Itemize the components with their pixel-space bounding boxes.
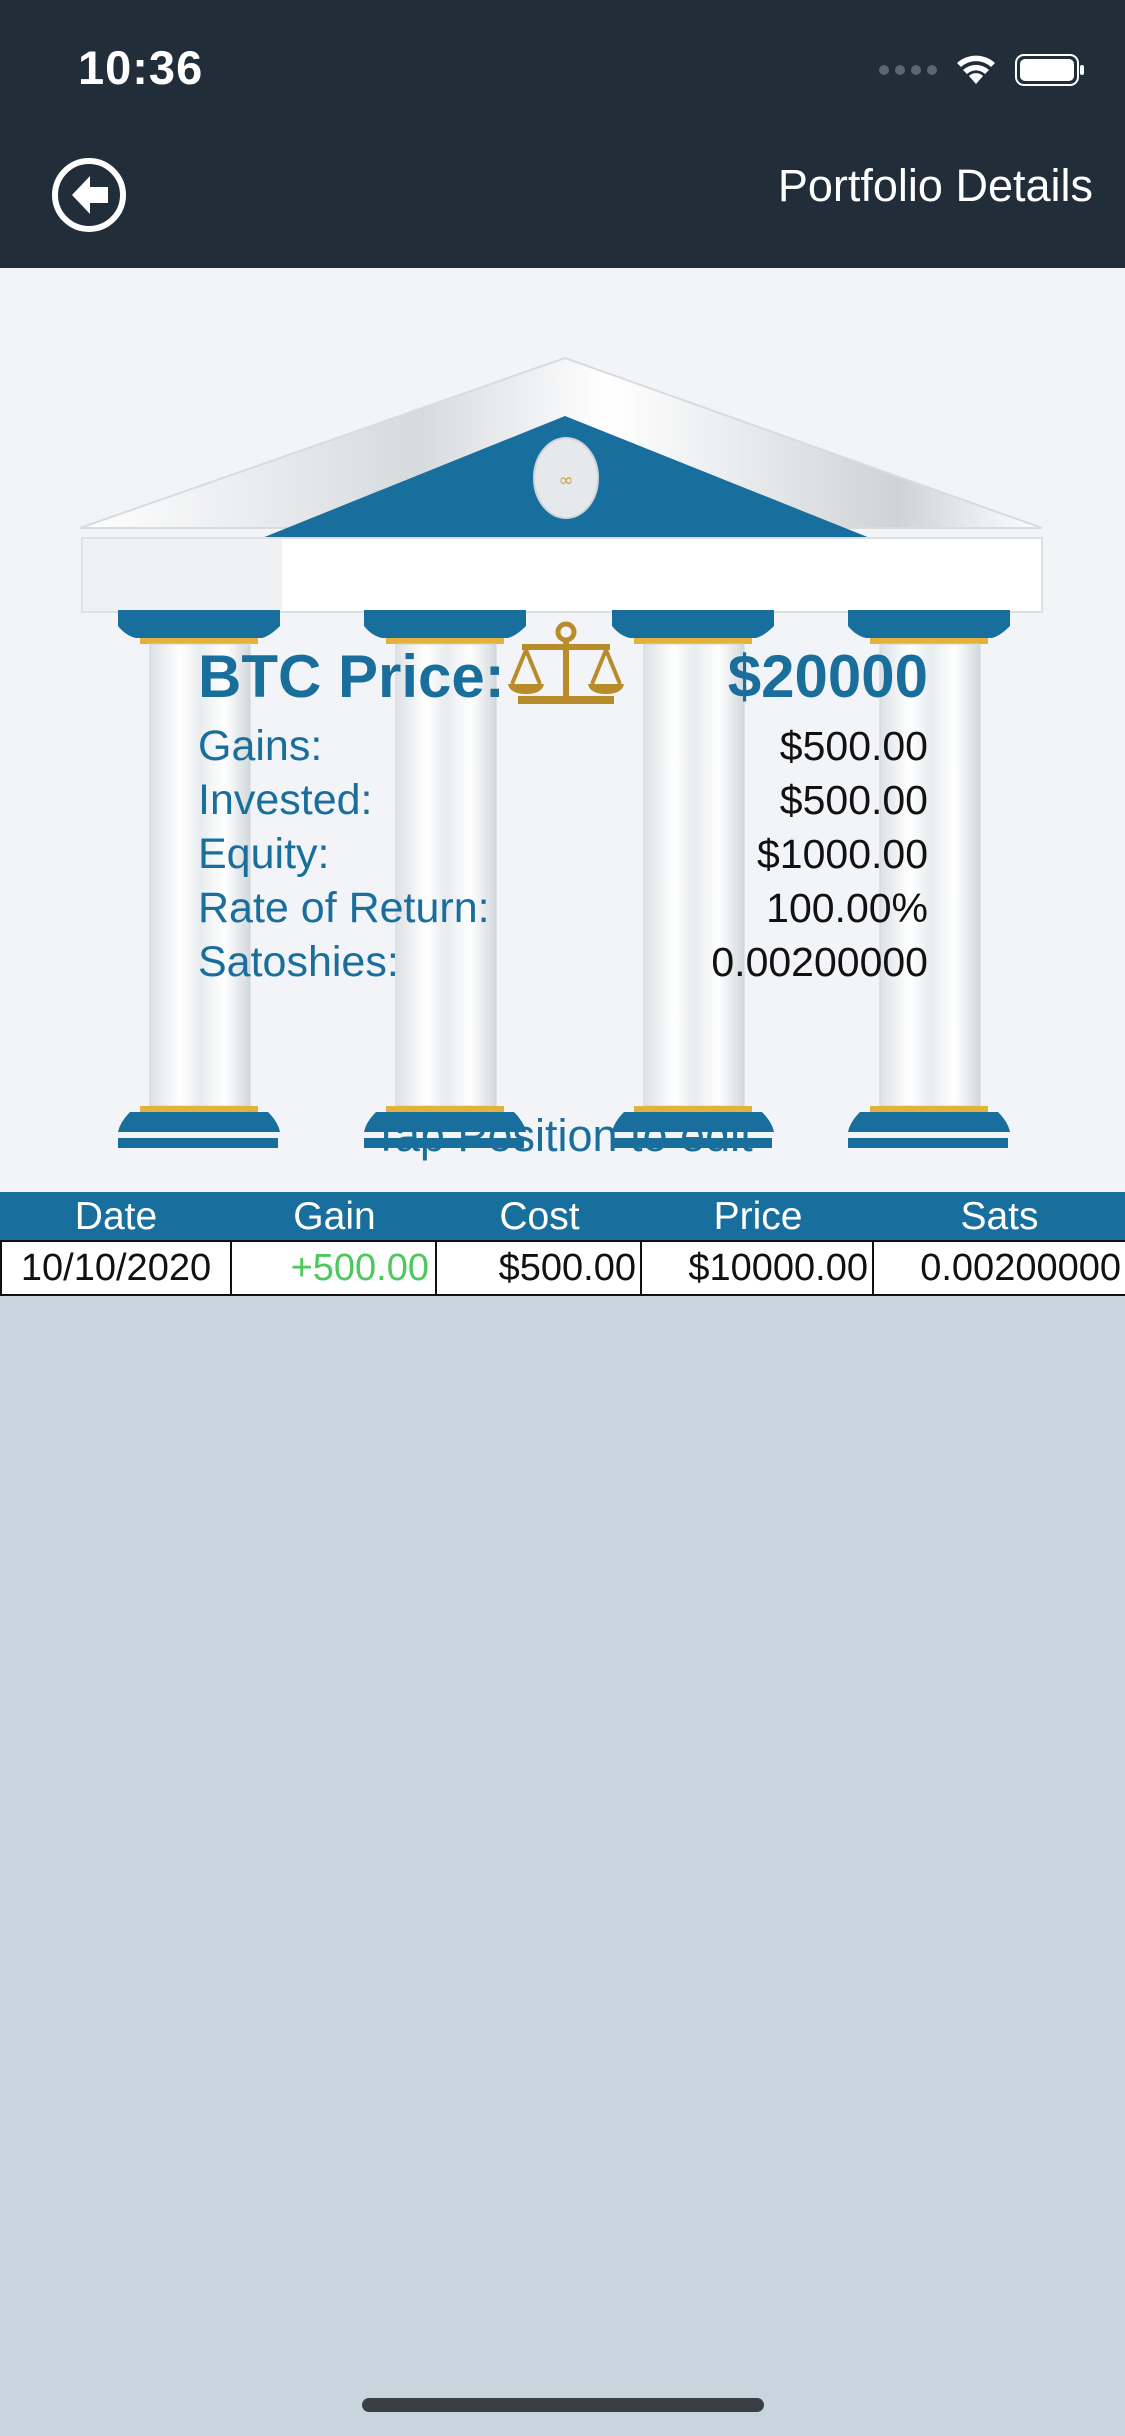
- btc-price-value: $20000: [727, 643, 928, 710]
- column-header-date: Date: [74, 1195, 158, 1238]
- back-button[interactable]: [50, 156, 128, 234]
- cellular-signal-icon: [879, 65, 937, 75]
- page-title: Portfolio Details: [777, 160, 1093, 211]
- temple-illustration: ∞: [79, 356, 1043, 1148]
- stat-label: Equity:: [198, 830, 330, 878]
- stat-row-invested: Invested: $500.00: [198, 776, 928, 830]
- stats-panel: BTC Price: $20000 Gains: $500.00 Investe…: [198, 642, 928, 992]
- home-indicator[interactable]: [362, 2398, 764, 2412]
- column-header-gain: Gain: [293, 1195, 376, 1238]
- stat-label: Satoshies:: [198, 938, 399, 986]
- btc-price-row: BTC Price: $20000: [198, 642, 928, 722]
- top-bar: 10:36 Portfolio Details: [0, 0, 1125, 268]
- stat-label: Rate of Return:: [198, 884, 490, 932]
- wifi-icon: [955, 54, 997, 86]
- column-header-cost: Cost: [499, 1195, 580, 1238]
- stat-label: Gains:: [198, 722, 323, 770]
- svg-text:∞: ∞: [559, 470, 574, 491]
- btc-price-label: BTC Price:: [198, 643, 505, 710]
- stat-value: $500.00: [779, 723, 928, 769]
- column-header-sats: Sats: [960, 1195, 1039, 1238]
- battery-icon: [1015, 53, 1085, 87]
- edit-hint: Tap Position to edit: [372, 1110, 753, 1161]
- cell-sats: 0.00200000: [920, 1247, 1121, 1289]
- cell-cost: $500.00: [437, 1242, 642, 1294]
- cell-date: 10/10/2020: [0, 1242, 232, 1294]
- position-row[interactable]: 10/10/2020 +500.00 $500.00 $10000.00 0.0…: [0, 1240, 1125, 1296]
- positions-table-header: Date Gain Cost Price Sats: [0, 1192, 1125, 1240]
- status-icons: [879, 50, 1085, 90]
- stat-row-rate-of-return: Rate of Return: 100.00%: [198, 884, 928, 938]
- stat-row-equity: Equity: $1000.00: [198, 830, 928, 884]
- portfolio-summary: ∞: [0, 268, 1125, 1192]
- cell-gain: +500.00: [232, 1242, 437, 1294]
- column-header-price: Price: [713, 1195, 803, 1238]
- stat-value: $1000.00: [756, 831, 928, 877]
- stat-value: 100.00%: [766, 885, 928, 931]
- stat-value: $500.00: [779, 777, 928, 823]
- stat-label: Invested:: [198, 776, 373, 824]
- stat-row-gains: Gains: $500.00: [198, 722, 928, 776]
- status-time: 10:36: [78, 41, 204, 94]
- back-arrow-circle-icon: [52, 158, 126, 232]
- cell-price: $10000.00: [642, 1242, 874, 1294]
- stat-row-satoshies: Satoshies: 0.00200000: [198, 938, 928, 992]
- stat-value: 0.00200000: [711, 939, 928, 985]
